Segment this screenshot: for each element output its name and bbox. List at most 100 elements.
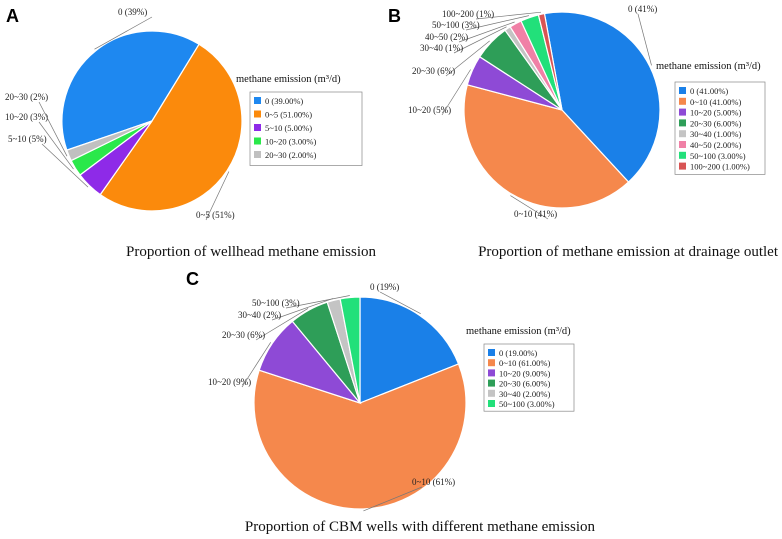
slice-label-b-10-20: 10~20 (5%)	[408, 105, 451, 115]
slice-label-b-40-50: 40~50 (2%)	[425, 32, 468, 42]
legend-box-a	[249, 91, 363, 166]
legend-swatch-a-0-5	[254, 110, 261, 118]
leader-line-b-20-30	[445, 40, 490, 77]
pie-slice-b-100-200	[537, 12, 563, 111]
legend-title-c: methane emission (m³/d)	[466, 326, 571, 337]
legend-swatch-c-50-100	[488, 400, 495, 407]
legend-box-c	[483, 343, 575, 412]
leader-line-b-0	[637, 13, 652, 66]
slice-label-a-20-30: 20~30 (2%)	[5, 92, 48, 102]
slice-label-a-5-10: 5~10 (5%)	[8, 134, 47, 144]
legend-entry-a-0-5: 0~5 (51.00%)	[265, 110, 312, 120]
legend-swatch-a-20-30	[254, 151, 261, 158]
legend-swatch-c-20-30	[488, 379, 495, 387]
leader-line-b-10-20	[441, 69, 471, 116]
leader-line-c-10-20	[241, 342, 271, 388]
pie-slice-c-0	[359, 296, 460, 404]
slice-label-b-0: 0 (41%)	[628, 4, 657, 14]
slice-label-c-0-10: 0~10 (61%)	[412, 477, 455, 487]
legend-swatch-a-0	[254, 97, 261, 104]
legend-swatch-c-0	[488, 349, 495, 356]
legend-box-b	[674, 81, 766, 175]
slice-label-c-0: 0 (19%)	[370, 282, 399, 292]
legend-entry-a-5-10: 5~10 (5.00%)	[265, 123, 312, 133]
panel-label-b: B	[388, 6, 401, 26]
slice-label-c-50-100: 50~100 (3%)	[252, 298, 300, 308]
legend-entry-c-10-20: 10~20 (9.00%)	[499, 368, 551, 378]
slice-label-b-0-10: 0~10 (41%)	[514, 209, 557, 219]
legend-entry-c-0-10: 0~10 (61.00%)	[499, 358, 551, 368]
slice-label-a-10-20: 10~20 (3%)	[5, 112, 48, 122]
leader-line-a-5-10	[41, 143, 89, 188]
legend-title-a: methane emission (m³/d)	[236, 74, 341, 85]
panel-label-a: A	[6, 6, 19, 26]
slice-label-a-0-5: 0~5 (51%)	[196, 210, 235, 220]
legend-swatch-c-30-40	[488, 389, 495, 397]
legend-swatch-b-10-20	[679, 108, 686, 116]
leader-line-b-100-200	[475, 11, 542, 20]
legend-swatch-b-0	[679, 87, 686, 94]
legend-swatch-b-40-50	[679, 141, 686, 148]
legend-entry-b-10-20: 10~20 (5.00%)	[690, 108, 742, 118]
legend-entry-a-0: 0 (39.00%)	[265, 96, 303, 106]
pie-slice-c-0-10	[253, 363, 467, 510]
slice-label-c-30-40: 30~40 (2%)	[238, 310, 281, 320]
slice-label-b-100-200: 100~200 (1%)	[442, 9, 494, 19]
legend-entry-b-50-100: 50~100 (3.00%)	[690, 151, 746, 161]
panel-label-c: C	[186, 269, 199, 289]
leader-line-c-30-40	[271, 298, 334, 321]
leader-line-b-40-50	[458, 21, 515, 43]
legend-entry-c-50-100: 50~100 (3.00%)	[499, 399, 555, 409]
pie-chart-a: A 0 (39%) 0~5 (51%) 5~10 (5%) 10~20 (3%) 20~3…	[5, 6, 376, 260]
legend-swatch-c-0-10	[488, 359, 495, 367]
pie-slice-a-0	[61, 30, 200, 151]
legend-swatch-b-100-200	[679, 162, 686, 170]
leader-line-c-50-100	[285, 295, 350, 309]
chart-caption-a: Proportion of wellhead methane emission	[126, 244, 376, 260]
legend-entry-a-20-30: 20~30 (2.00%)	[265, 150, 317, 160]
legend-entry-b-0: 0 (41.00%)	[690, 86, 728, 96]
leader-line-a-10-20	[38, 121, 74, 170]
slice-label-c-20-30: 20~30 (6%)	[222, 330, 265, 340]
pie-slice-a-20-30	[66, 120, 153, 162]
pie-slice-b-0	[543, 11, 661, 183]
chart-caption-c: Proportion of CBM wells with different m…	[245, 519, 596, 535]
leader-line-a-0-5	[205, 171, 230, 221]
legend-swatch-b-0-10	[679, 97, 686, 105]
legend-swatch-a-10-20	[254, 137, 261, 145]
legend-entry-b-30-40: 30~40 (1.00%)	[690, 129, 742, 139]
slice-label-c-10-20: 10~20 (9%)	[208, 377, 251, 387]
leader-line-c-20-30	[255, 308, 309, 341]
slice-label-a-0: 0 (39%)	[118, 7, 147, 17]
chart-caption-b: Proportion of methane emission at draina…	[478, 244, 779, 260]
legend-swatch-b-50-100	[679, 151, 686, 159]
legend-entry-b-40-50: 40~50 (2.00%)	[690, 140, 742, 150]
legend-entry-c-20-30: 20~30 (6.00%)	[499, 379, 551, 389]
leader-line-b-0-10	[510, 195, 549, 220]
legend-entry-a-10-20: 10~20 (3.00%)	[265, 137, 317, 147]
legend-entry-c-30-40: 30~40 (2.00%)	[499, 389, 551, 399]
legend-swatch-a-5-10	[254, 124, 261, 131]
pie-slice-c-50-100	[339, 296, 361, 404]
slice-label-b-50-100: 50~100 (3%)	[432, 20, 480, 30]
legend-entry-b-100-200: 100~200 (1.00%)	[690, 162, 750, 172]
legend-swatch-b-30-40	[679, 130, 686, 138]
pie-slice-b-0-10	[463, 84, 630, 209]
slice-label-b-20-30: 20~30 (6%)	[412, 66, 455, 76]
leader-line-a-0	[94, 16, 153, 50]
legend-entry-b-20-30: 20~30 (6.00%)	[690, 118, 742, 128]
legend-entry-c-0: 0 (19.00%)	[499, 348, 537, 358]
legend-title-b: methane emission (m³/d)	[656, 61, 761, 72]
pie-slice-a-0-5	[99, 43, 243, 212]
legend-swatch-c-10-20	[488, 369, 495, 377]
legend-swatch-b-20-30	[679, 119, 686, 127]
slice-label-b-30-40: 30~40 (1%)	[420, 43, 463, 53]
leader-line-c-0	[379, 291, 421, 315]
pie-chart-c: C 0 (19%) 0~10 (61%) 10~20 (9%) 20~30 (6%) 30…	[186, 269, 595, 535]
leader-line-a-20-30	[38, 101, 68, 157]
leader-line-b-50-100	[465, 15, 529, 31]
leader-line-c-0-10	[363, 486, 423, 512]
leader-line-b-30-40	[453, 26, 507, 54]
legend-entry-b-0-10: 0~10 (41.00%)	[690, 97, 742, 107]
